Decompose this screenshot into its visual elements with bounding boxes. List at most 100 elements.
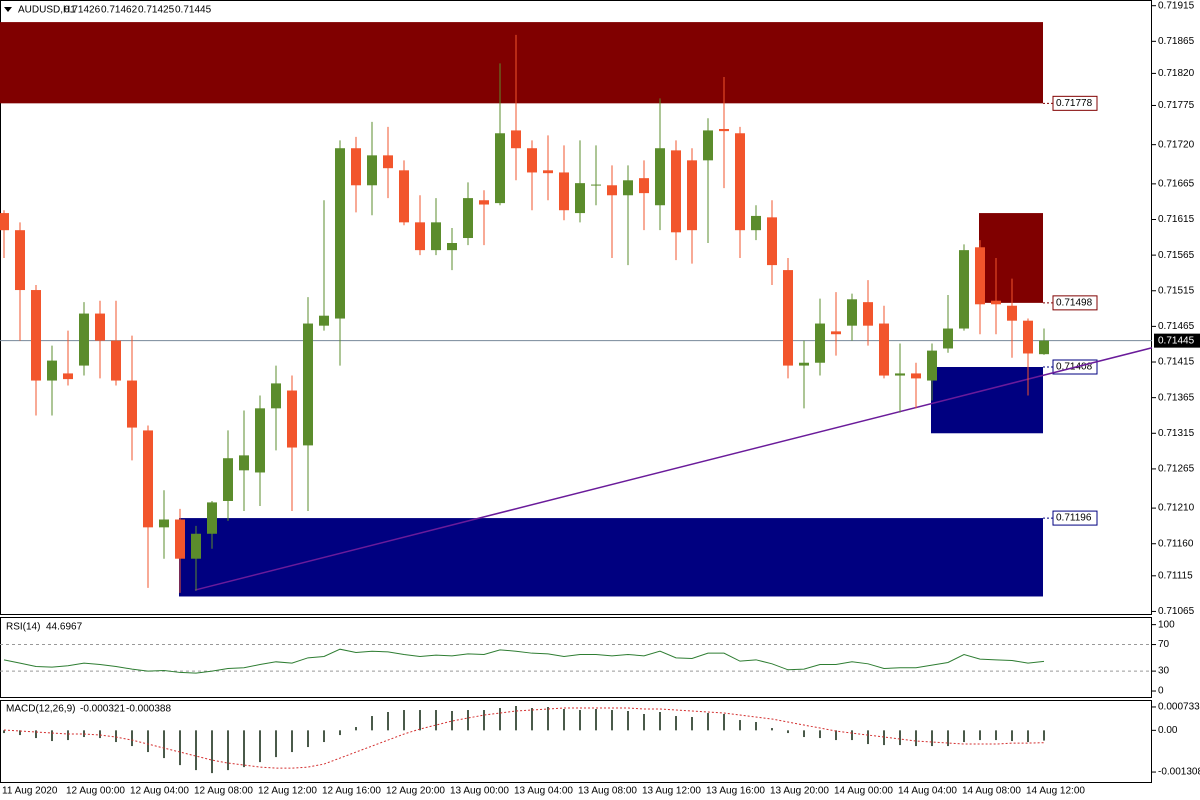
candle-body xyxy=(159,519,169,528)
y-tick-label: 0.71365 xyxy=(1158,392,1195,403)
x-tick-label: 14 Aug 04:00 xyxy=(898,786,957,797)
candle-body xyxy=(431,222,441,251)
candle-body xyxy=(783,270,793,366)
candle-body xyxy=(991,300,1001,305)
candle-body xyxy=(31,290,41,381)
candle-body xyxy=(495,133,505,204)
candle-body xyxy=(143,430,153,528)
candle-body xyxy=(303,323,313,446)
zone-label-box xyxy=(1052,295,1098,311)
candle-body xyxy=(655,148,665,206)
y-tick-label: 0.71265 xyxy=(1158,464,1195,475)
candle-body xyxy=(479,200,489,205)
candle-body xyxy=(623,180,633,196)
candle-body xyxy=(895,373,905,376)
candle-body xyxy=(255,408,265,473)
candle-body xyxy=(47,360,57,381)
candle-body xyxy=(271,383,281,409)
y-tick-label: 0.71515 xyxy=(1158,285,1195,296)
y-tick-label: 0.71915 xyxy=(1158,0,1195,11)
y-tick-label: 0.71160 xyxy=(1158,538,1194,549)
bid-price-box xyxy=(1154,333,1200,348)
header-high: 0.71462 xyxy=(101,5,138,16)
y-tick-label: 0.71065 xyxy=(1158,606,1195,617)
y-tick-label: 0.00 xyxy=(1158,725,1178,736)
candle-body xyxy=(943,328,953,349)
x-tick-label: 14 Aug 12:00 xyxy=(1026,786,1085,797)
candle-body xyxy=(175,519,185,559)
candle-body xyxy=(335,148,345,319)
y-tick-label: 0.71315 xyxy=(1158,428,1195,439)
x-tick-label: 13 Aug 04:00 xyxy=(514,786,573,797)
menu-arrow[interactable] xyxy=(4,7,12,12)
candle-body xyxy=(383,155,393,169)
x-tick-label: 14 Aug 08:00 xyxy=(962,786,1021,797)
rsi-value: 44.6967 xyxy=(46,622,83,633)
candle-body xyxy=(959,250,969,329)
x-tick-label: 13 Aug 20:00 xyxy=(770,786,829,797)
candle-body xyxy=(671,150,681,233)
candle-body xyxy=(351,148,361,186)
candle-body xyxy=(735,133,745,231)
y-tick-label: 0.71465 xyxy=(1158,321,1195,332)
candle-body xyxy=(95,313,105,341)
candle-body xyxy=(575,183,585,214)
candle-body xyxy=(847,299,857,326)
x-tick-label: 13 Aug 00:00 xyxy=(450,786,509,797)
candle-body xyxy=(543,170,553,174)
y-tick-label: -0.001308 xyxy=(1158,767,1200,778)
candle-body xyxy=(607,185,617,196)
bid-price-label: 0.71445 xyxy=(1158,335,1195,346)
candle-body xyxy=(831,331,841,335)
candle-body xyxy=(767,217,777,266)
candle-body xyxy=(511,130,521,149)
macd-title: MACD(12,26,9) xyxy=(6,704,75,715)
macd-main-value: -0.000321 xyxy=(80,704,125,715)
candle-body xyxy=(399,170,409,223)
candle-body xyxy=(911,373,921,379)
x-tick-label: 13 Aug 12:00 xyxy=(642,786,701,797)
rsi-title: RSI(14) xyxy=(6,622,40,633)
header-open: 0.71426 xyxy=(64,5,101,16)
zone-label: 0.71778 xyxy=(1056,98,1093,109)
candle-body xyxy=(719,128,729,132)
candle-body xyxy=(799,362,809,366)
x-tick-label: 12 Aug 16:00 xyxy=(322,786,381,797)
candle-body xyxy=(319,315,329,326)
y-tick-label: 0 xyxy=(1158,686,1164,697)
y-tick-label: 0.71865 xyxy=(1158,36,1195,47)
candle-body xyxy=(207,502,217,534)
candle-body xyxy=(863,302,873,326)
zone xyxy=(931,367,1043,434)
rsi-panel-frame xyxy=(0,617,1152,698)
x-tick-label: 12 Aug 04:00 xyxy=(130,786,189,797)
candle-body xyxy=(79,313,89,366)
candle-body xyxy=(879,323,889,376)
candle-body xyxy=(591,184,601,186)
zone xyxy=(979,213,1043,303)
candle-body xyxy=(687,160,697,231)
macd-panel-frame xyxy=(0,700,1152,783)
trendline xyxy=(194,347,1153,591)
y-tick-label: 100 xyxy=(1158,619,1175,630)
y-tick-label: 0.71565 xyxy=(1158,250,1195,261)
x-tick-label: 11 Aug 2020 xyxy=(2,786,58,797)
candle-body xyxy=(639,178,649,194)
x-tick-label: 12 Aug 00:00 xyxy=(66,786,125,797)
y-tick-label: 0.71415 xyxy=(1158,357,1195,368)
candle-body xyxy=(527,148,537,173)
candle-body xyxy=(975,247,985,305)
candle-body xyxy=(751,215,761,231)
x-tick-label: 12 Aug 20:00 xyxy=(386,786,445,797)
rsi-line xyxy=(3,648,1045,674)
macd-signal xyxy=(3,707,1045,769)
zone xyxy=(179,518,1043,597)
candle-body xyxy=(0,213,9,231)
y-tick-label: 0.71210 xyxy=(1158,503,1195,514)
y-tick-label: 0.71775 xyxy=(1158,100,1195,111)
y-tick-label: 0.71115 xyxy=(1158,570,1193,581)
zone-label-box xyxy=(1052,510,1098,526)
candle-body xyxy=(239,455,249,471)
main-panel-frame xyxy=(0,0,1152,615)
